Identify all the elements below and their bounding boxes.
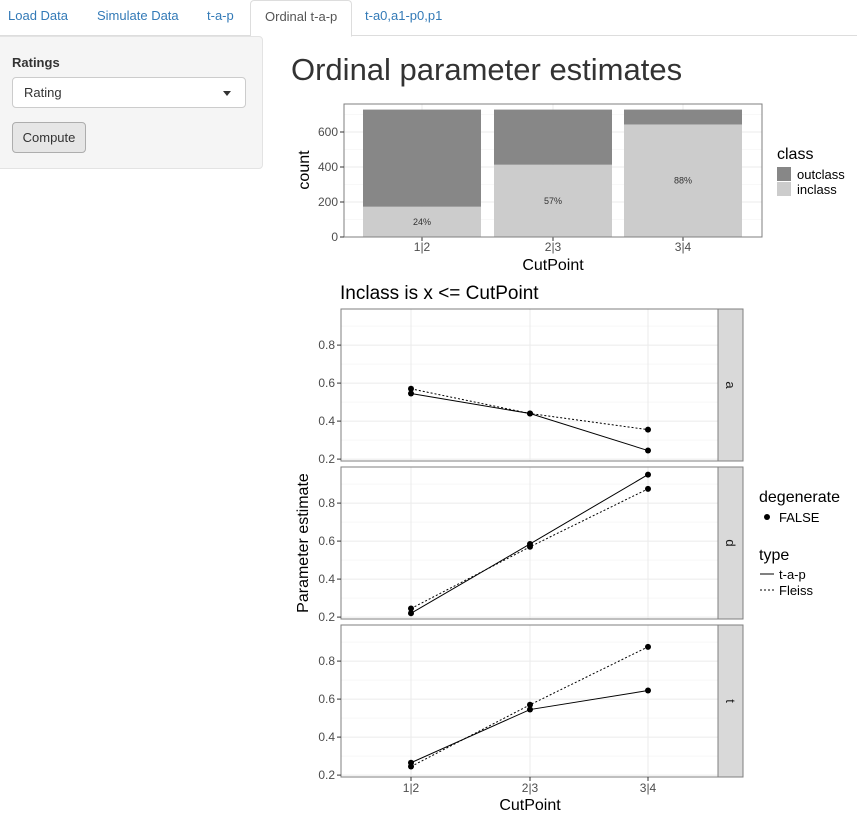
facet-y-tick-label: 0.8 [318,338,335,352]
bar-y-axis-label: count [296,150,313,190]
facet-t-line-fleiss [410,646,649,767]
facet-y-tick-label: 0.2 [318,768,335,782]
facet-y-tick-label: 0.6 [318,692,335,706]
line-chart-title: Inclass is x <= CutPoint [340,283,539,304]
bar-legend-label-outclass: outclass [797,167,845,182]
line-x-tick-label: 3|4 [640,781,657,795]
type-legend-label-t-a-p: t-a-p [779,567,806,582]
bar-legend-key-outclass [777,167,791,181]
type-legend-title: type [759,547,789,564]
facet-y-tick-label: 0.4 [318,572,335,586]
facet-strip-label: t [723,699,738,703]
line-x-tick-label: 1|2 [403,781,420,795]
facet-a-point [645,426,651,433]
facet-d-point [527,543,533,550]
nav-tabs: Load Data Simulate Data t-a-p Ordinal t-… [0,0,857,37]
bar-inclass-1 [363,206,481,237]
facet-t-point [408,763,414,770]
facet-t-point [527,706,533,713]
facet-y-tick-label: 0.8 [318,654,335,668]
facet-y-tick-label: 0.6 [318,534,335,548]
bar-x-tick-label: 1|2 [414,240,431,254]
facet-y-tick-label: 0.2 [318,610,335,624]
bar-x-axis-label: CutPoint [522,257,584,274]
facet-strip [717,308,744,462]
type-legend-label-fleiss: Fleiss [779,583,813,598]
bar-outclass-3 [624,109,742,125]
bar-legend-title: class [777,146,813,163]
facet-y-tick-label: 0.4 [318,730,335,744]
facet-a-point [408,390,414,397]
caret-down-icon [223,91,231,96]
bar-y-tick-label: 600 [318,125,338,139]
line-x-tick-label: 2|3 [522,781,539,795]
bar-y-tick-label: 400 [318,160,338,174]
facet-y-tick-label: 0.2 [318,452,335,466]
bar-panel-border [343,103,763,238]
bar-data-label: 88% [674,176,692,186]
bar-outclass-1 [363,109,481,207]
bar-inclass-3 [624,124,742,237]
facet-strip [717,624,744,778]
facet-a-point [527,410,533,417]
facet-a-point [408,385,414,392]
ratings-label: Ratings [12,55,60,70]
compute-button[interactable]: Compute [12,122,86,153]
facet-a-point [645,447,651,454]
line-y-axis-label: Parameter estimate [295,473,312,613]
facet-d-point [645,485,651,492]
bar-inclass-2 [494,164,612,237]
facet-t-point [645,687,651,694]
ratings-select[interactable]: Rating [12,77,246,108]
facet-strip-label: a [723,381,738,389]
tab-load-data[interactable]: Load Data [8,8,68,23]
bar-y-tick-label: 0 [331,230,338,244]
tab-t-a0-a1-p0-p1[interactable]: t-a0,a1-p0,p1 [365,8,443,23]
degenerate-legend-label: FALSE [779,510,820,525]
bar-y-tick-label: 200 [318,195,338,209]
facet-strip [717,466,744,620]
bar-x-tick-label: 2|3 [545,240,562,254]
bar-outclass-2 [494,109,612,165]
facet-y-tick-label: 0.6 [318,376,335,390]
bar-x-tick-label: 3|4 [675,240,692,254]
facet-d-line-fleiss [410,488,649,609]
facet-d-point [408,610,414,617]
tab-simulate-data[interactable]: Simulate Data [97,8,179,23]
facet-d-point [645,471,651,478]
bar-legend-label-inclass: inclass [797,182,837,197]
facet-y-tick-label: 0.4 [318,414,335,428]
facet-t-point [527,701,533,708]
facet-y-tick-label: 0.8 [318,496,335,510]
page-title: Ordinal parameter estimates [291,52,683,87]
line-x-axis-label: CutPoint [499,797,561,814]
bar-data-label: 57% [544,196,562,206]
sidebar-panel: Ratings Rating Compute [0,36,263,169]
bar-legend-key-inclass [777,182,791,196]
tab-ordinal-t-a-p[interactable]: Ordinal t-a-p [250,0,353,37]
tab-t-a-p[interactable]: t-a-p [207,8,234,23]
ratings-select-value: Rating [24,85,62,100]
bar-data-label: 24% [413,217,431,227]
facet-strip-label: d [723,539,738,546]
degenerate-legend-key [764,514,770,520]
facet-t-point [645,643,651,650]
degenerate-legend-title: degenerate [759,489,840,506]
facet-d-point [408,605,414,612]
